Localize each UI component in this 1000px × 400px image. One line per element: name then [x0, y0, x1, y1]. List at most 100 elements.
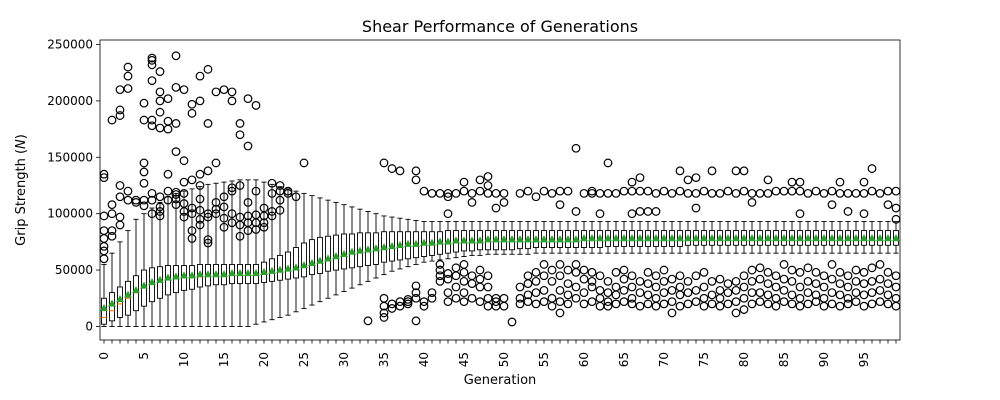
- outlier-point: [859, 177, 869, 187]
- outlier-point: [411, 316, 421, 326]
- outlier-point: [739, 186, 749, 196]
- outlier-point: [763, 267, 773, 277]
- iqr-box: [645, 230, 651, 247]
- outlier-point: [155, 202, 165, 212]
- generation-box-26: [308, 195, 316, 306]
- mean-marker: [300, 261, 308, 269]
- generation-box-55: [539, 186, 549, 307]
- x-tick-label: 90: [817, 352, 831, 367]
- outlier-point: [755, 297, 765, 307]
- outlier-point: [779, 260, 789, 269]
- outlier-point: [363, 316, 373, 326]
- generation-box-12: [195, 71, 205, 327]
- x-tick-label: 85: [777, 352, 791, 367]
- y-axis-label: Grip Strength (N): [14, 134, 29, 246]
- mean-marker: [572, 235, 580, 243]
- outlier-point: [659, 276, 669, 286]
- outlier-point: [171, 147, 181, 157]
- mean-marker: [596, 234, 604, 242]
- outlier-point: [611, 188, 621, 198]
- outlier-point: [835, 290, 845, 300]
- outlier-point: [683, 288, 693, 298]
- generation-box-85: [779, 186, 789, 307]
- outlier-point: [411, 175, 421, 185]
- outlier-point: [451, 293, 461, 303]
- generation-box-66: [627, 177, 637, 309]
- outlier-point: [683, 299, 693, 309]
- mean-marker: [428, 238, 436, 246]
- y-tick-label: 0: [85, 319, 93, 333]
- iqr-box: [709, 230, 715, 246]
- outlier-point: [851, 297, 861, 307]
- iqr-box: [517, 230, 523, 250]
- mean-marker: [844, 234, 852, 242]
- x-tick-label: 35: [377, 352, 391, 367]
- mean-marker: [476, 236, 484, 244]
- outlier-point: [155, 207, 165, 216]
- generation-box-10: [179, 85, 189, 327]
- outlier-point: [251, 225, 261, 234]
- mean-marker: [708, 234, 716, 242]
- outlier-point: [715, 188, 725, 198]
- iqr-box: [821, 230, 827, 246]
- outlier-point: [715, 285, 725, 295]
- generation-box-29: [332, 201, 340, 296]
- outlier-point: [595, 209, 605, 219]
- outlier-point: [811, 290, 821, 300]
- mean-marker: [340, 249, 348, 257]
- outlier-point: [739, 305, 749, 314]
- outlier-point: [539, 186, 549, 196]
- outlier-point: [731, 188, 741, 198]
- iqr-box: [781, 230, 787, 246]
- outlier-point: [779, 297, 789, 307]
- outlier-point: [867, 186, 877, 196]
- generation-box-6: [147, 53, 157, 327]
- outlier-point: [147, 188, 157, 198]
- outlier-point: [195, 169, 205, 179]
- outlier-point: [827, 288, 837, 298]
- mean-marker: [404, 239, 412, 247]
- outlier-point: [187, 108, 197, 118]
- outlier-point: [259, 222, 269, 232]
- outlier-point: [563, 279, 573, 289]
- iqr-box: [789, 230, 795, 246]
- iqr-box: [693, 230, 699, 246]
- generation-box-46: [467, 188, 477, 303]
- outlier-point: [691, 188, 701, 198]
- mean-marker: [532, 235, 540, 243]
- iqr-box: [845, 230, 851, 246]
- outlier-point: [819, 293, 829, 303]
- mean-marker: [676, 234, 684, 242]
- mean-marker: [780, 234, 788, 242]
- outlier-point: [179, 212, 189, 222]
- generation-box-70: [659, 186, 669, 309]
- mean-marker: [436, 237, 444, 245]
- generation-box-83: [763, 175, 773, 309]
- outlier-point: [723, 288, 733, 298]
- outlier-point: [515, 188, 525, 198]
- outlier-point: [459, 260, 469, 269]
- outlier-point: [755, 263, 765, 273]
- mean-marker: [148, 278, 156, 286]
- outlier-point: [419, 297, 429, 307]
- outlier-point: [187, 99, 197, 109]
- outlier-point: [827, 260, 837, 269]
- outlier-point: [803, 299, 813, 309]
- iqr-box: [221, 263, 227, 286]
- outlier-point: [435, 276, 445, 286]
- generation-box-61: [587, 186, 597, 307]
- y-axis-label-unit: N: [14, 139, 29, 149]
- outlier-point: [251, 101, 261, 110]
- mean-marker: [828, 234, 836, 242]
- iqr-box: [309, 239, 315, 276]
- x-tick-label: 10: [177, 352, 191, 367]
- outlier-point: [659, 265, 669, 275]
- outlier-point: [691, 271, 701, 281]
- iqr-box: [613, 230, 619, 247]
- outlier-point: [555, 260, 565, 269]
- outlier-point: [235, 231, 245, 241]
- outlier-point: [787, 299, 797, 309]
- outlier-point: [179, 85, 189, 95]
- outlier-point: [579, 265, 589, 275]
